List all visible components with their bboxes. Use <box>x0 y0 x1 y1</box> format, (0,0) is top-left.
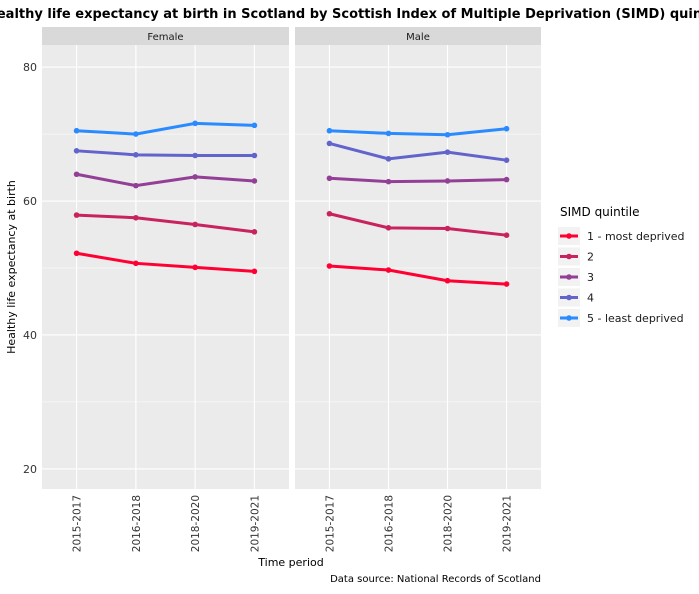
data-point <box>251 122 258 129</box>
data-point <box>385 225 392 231</box>
data-point <box>326 210 333 217</box>
data-point <box>73 171 80 178</box>
legend-title: SIMD quintile <box>560 205 639 219</box>
y-tick-label: 40 <box>23 329 37 342</box>
x-tick-label: 2019-2021 <box>502 495 514 552</box>
series-line <box>329 264 507 286</box>
data-point <box>251 152 258 159</box>
data-point <box>192 152 198 159</box>
series-line <box>329 127 507 137</box>
x-axis-label: Time period <box>257 556 323 569</box>
panel-background <box>42 45 289 489</box>
data-point <box>444 131 451 138</box>
data-point <box>251 268 258 275</box>
x-tick-label: 2016-2018 <box>131 495 143 552</box>
data-point <box>385 178 392 185</box>
legend-point <box>566 253 572 260</box>
data-point <box>192 264 198 271</box>
data-point <box>133 152 139 158</box>
series-line <box>76 251 255 273</box>
x-tick-label: 2018-2020 <box>190 495 202 552</box>
legend-label: 2 <box>587 251 594 264</box>
data-point <box>133 260 139 267</box>
data-point <box>444 178 451 184</box>
data-point <box>503 125 510 132</box>
series-line <box>76 121 255 136</box>
chart-title: Healthy life expectancy at birth in Scot… <box>0 7 699 22</box>
series-line <box>329 176 507 184</box>
data-point <box>326 140 333 147</box>
facet-strip <box>42 27 289 45</box>
data-point <box>73 250 80 257</box>
legend-point <box>566 315 572 321</box>
data-point <box>133 214 139 221</box>
legend-point <box>566 294 572 301</box>
data-point <box>326 127 333 134</box>
y-axis-label: Healthy life expectancy at birth <box>5 180 18 354</box>
series-line <box>329 141 507 162</box>
series-line <box>76 149 255 157</box>
data-point <box>73 127 80 134</box>
x-tick-label: 2016-2018 <box>383 495 395 552</box>
data-point <box>444 149 451 155</box>
data-point <box>503 281 510 287</box>
data-point <box>192 120 198 127</box>
y-tick-label: 20 <box>23 463 37 476</box>
legend-label: 3 <box>587 271 594 284</box>
data-point <box>385 267 392 273</box>
data-point <box>251 229 258 235</box>
facet-strip <box>295 27 541 45</box>
legend-label: 1 - most deprived <box>587 230 685 243</box>
legend-label: 5 - least deprived <box>587 312 684 325</box>
data-point <box>326 263 333 269</box>
x-tick-label: 2015-2017 <box>72 495 84 552</box>
data-point <box>503 176 510 183</box>
series-line <box>329 212 507 237</box>
data-point <box>503 157 510 163</box>
legend-label: 4 <box>587 292 594 305</box>
data-point <box>133 131 139 137</box>
data-point <box>192 174 198 180</box>
x-tick-label: 2015-2017 <box>324 495 336 552</box>
data-point <box>444 277 451 284</box>
y-tick-label: 60 <box>23 195 37 208</box>
data-point <box>385 156 392 162</box>
y-tick-label: 80 <box>23 61 37 74</box>
x-tick-label: 2019-2021 <box>249 495 261 552</box>
data-point <box>503 232 510 238</box>
series-line <box>76 172 255 188</box>
facet-label: Female <box>147 32 183 43</box>
series-line <box>76 213 255 234</box>
data-point <box>73 148 80 154</box>
caption: Data source: National Records of Scotlan… <box>330 574 541 585</box>
data-point <box>385 130 392 137</box>
x-tick-label: 2018-2020 <box>443 495 455 552</box>
data-point <box>251 178 258 184</box>
legend-point <box>566 233 572 239</box>
data-point <box>133 182 139 189</box>
legend-point <box>566 274 572 280</box>
facet-label: Male <box>406 32 430 43</box>
data-point <box>444 225 451 232</box>
data-point <box>73 212 80 218</box>
data-point <box>326 175 333 182</box>
data-point <box>192 221 198 228</box>
legend: 1 - most deprived 2 3 4 5 - least deprived <box>558 227 685 327</box>
